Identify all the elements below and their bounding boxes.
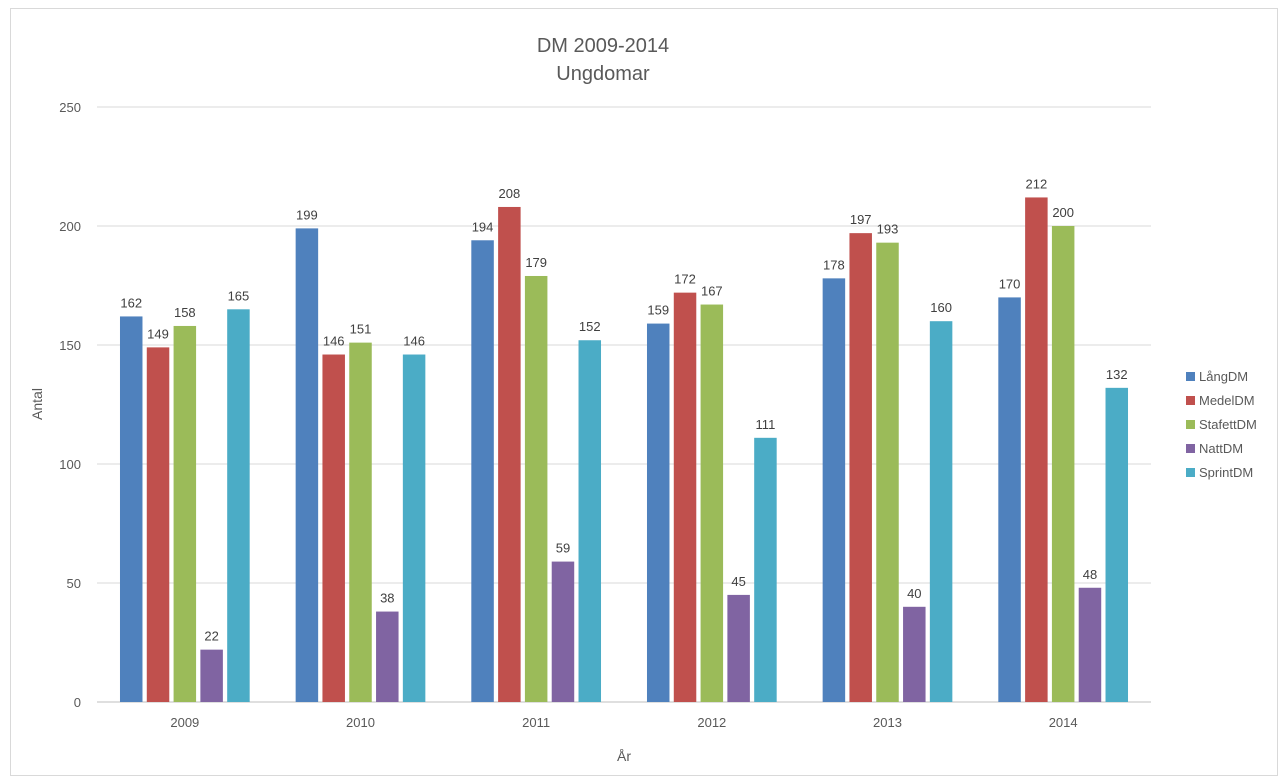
- data-label: 162: [120, 295, 142, 310]
- bar-StafettDM-2013: [876, 242, 899, 702]
- x-tick-label: 2009: [170, 715, 199, 730]
- x-tick-label: 2012: [697, 715, 726, 730]
- legend-swatch-LångDM: [1186, 372, 1195, 381]
- chart-subtitle: Ungdomar: [556, 63, 650, 85]
- bar-SprintDM-2009: [227, 309, 250, 702]
- bar-MedelDM-2013: [849, 233, 872, 702]
- x-axis-title: År: [617, 748, 631, 764]
- data-label: 149: [147, 326, 169, 341]
- bar-MedelDM-2010: [322, 354, 345, 702]
- data-label: 22: [204, 629, 218, 644]
- x-tick-label: 2013: [873, 715, 902, 730]
- legend-swatch-MedelDM: [1186, 396, 1195, 405]
- bar-SprintDM-2012: [754, 437, 777, 702]
- bar-LångDM-2013: [822, 278, 846, 702]
- bar-MedelDM-2011: [498, 206, 521, 702]
- data-label: 197: [850, 212, 872, 227]
- bar-SprintDM-2010: [402, 354, 426, 702]
- bar-LångDM-2011: [471, 240, 494, 702]
- x-tick-label: 2010: [346, 715, 375, 730]
- data-label: 167: [701, 284, 723, 299]
- bar-StafettDM-2012: [700, 304, 724, 702]
- bar-SprintDM-2013: [929, 321, 953, 702]
- bar-NattDM-2014: [1078, 587, 1102, 702]
- y-tick-label: 0: [74, 695, 81, 710]
- y-tick-label: 250: [59, 100, 81, 115]
- x-tick-label: 2011: [522, 715, 550, 730]
- legend: LångDM MedelDM StafettDM NattDM SprintDM: [1186, 369, 1257, 480]
- data-label: 200: [1052, 205, 1074, 220]
- legend-swatch-NattDM: [1186, 444, 1195, 453]
- data-label: 38: [380, 591, 394, 606]
- bar-NattDM-2011: [551, 561, 575, 702]
- data-label: 179: [525, 255, 547, 270]
- data-label: 199: [296, 207, 318, 222]
- data-label: 159: [647, 303, 669, 318]
- legend-label: LångDM: [1199, 369, 1248, 384]
- legend-label: NattDM: [1199, 441, 1243, 456]
- bar-LångDM-2012: [646, 323, 670, 702]
- data-label: 160: [930, 300, 952, 315]
- data-label: 158: [174, 305, 196, 320]
- data-label: 165: [228, 288, 250, 303]
- data-label: 208: [499, 186, 521, 201]
- data-label: 172: [674, 272, 696, 287]
- bars: [119, 197, 1129, 702]
- y-axis-title: Antal: [29, 388, 45, 420]
- legend-label: MedelDM: [1199, 393, 1255, 408]
- bar-StafettDM-2014: [1051, 226, 1075, 702]
- data-label: 146: [403, 334, 425, 349]
- bar-LångDM-2014: [998, 297, 1021, 702]
- legend-swatch-SprintDM: [1186, 468, 1195, 477]
- bar-NattDM-2013: [903, 606, 926, 702]
- y-axis-ticks: 0 50 100 150 200 250: [59, 100, 81, 710]
- data-label: 111: [756, 417, 776, 432]
- data-label: 194: [472, 219, 494, 234]
- data-labels: 162 149 158 22 165 199 146 151 38 146 194 208 179 59 1…: [120, 176, 1127, 643]
- legend-label: StafettDM: [1199, 417, 1257, 432]
- data-label: 48: [1083, 567, 1097, 582]
- bar-StafettDM-2009: [173, 325, 197, 702]
- bar-NattDM-2012: [727, 594, 750, 702]
- legend-label: SprintDM: [1199, 465, 1253, 480]
- legend-swatch-StafettDM: [1186, 420, 1195, 429]
- data-label: 193: [877, 222, 899, 237]
- bar-MedelDM-2009: [146, 347, 170, 702]
- bar-MedelDM-2012: [673, 292, 697, 702]
- data-label: 151: [350, 322, 372, 337]
- bar-MedelDM-2014: [1025, 197, 1048, 702]
- bar-NattDM-2009: [200, 649, 223, 702]
- data-label: 132: [1106, 367, 1128, 382]
- bar-LångDM-2010: [295, 228, 319, 702]
- y-tick-label: 100: [59, 457, 81, 472]
- gridlines: [97, 106, 1151, 703]
- y-tick-label: 150: [59, 338, 81, 353]
- bar-StafettDM-2011: [524, 275, 548, 702]
- data-label: 45: [731, 574, 745, 589]
- bar-SprintDM-2014: [1105, 387, 1129, 702]
- data-label: 40: [907, 586, 921, 601]
- x-tick-label: 2014: [1049, 715, 1078, 730]
- y-tick-label: 50: [67, 576, 81, 591]
- bar-LångDM-2009: [119, 316, 143, 702]
- y-tick-label: 200: [59, 219, 81, 234]
- data-label: 59: [556, 541, 570, 556]
- data-label: 170: [999, 276, 1021, 291]
- data-label: 212: [1026, 176, 1048, 191]
- bar-NattDM-2010: [376, 611, 399, 702]
- bar-StafettDM-2010: [349, 342, 372, 702]
- data-label: 178: [823, 257, 845, 272]
- x-axis-ticks: 2009 2010 2011 2012 2013 2014: [170, 715, 1077, 730]
- chart-title: DM 2009-2014: [537, 35, 669, 57]
- data-label: 152: [579, 319, 601, 334]
- data-label: 146: [323, 334, 345, 349]
- bar-SprintDM-2011: [578, 340, 602, 702]
